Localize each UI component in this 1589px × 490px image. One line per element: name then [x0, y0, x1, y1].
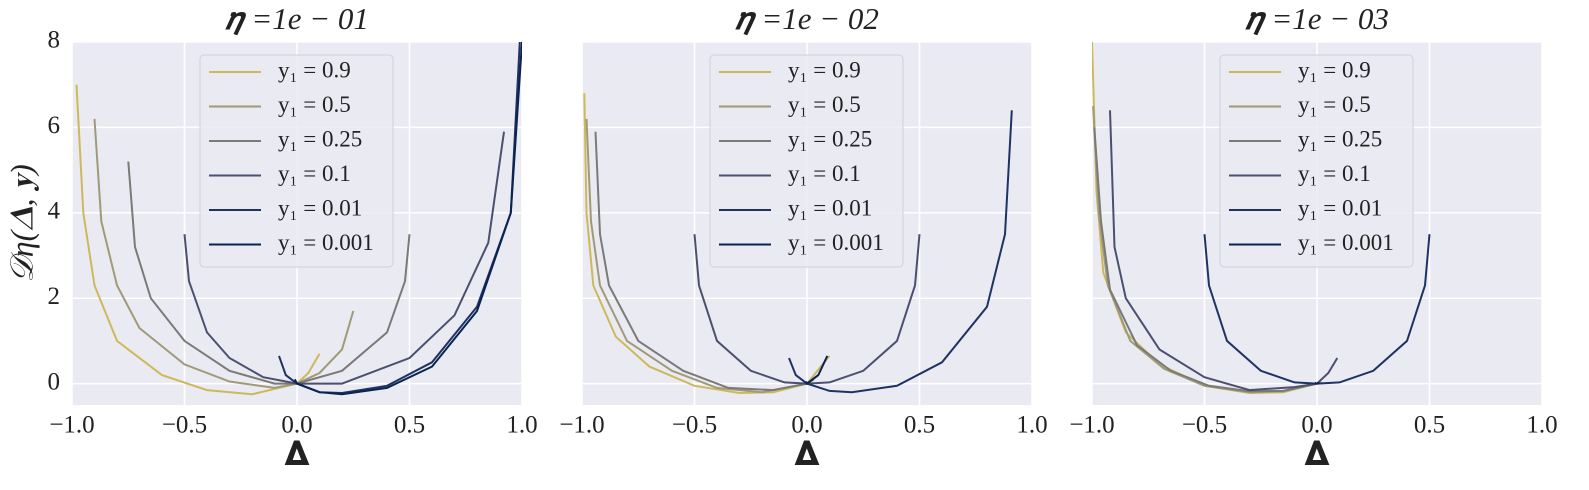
x-tick-label: 0.5	[394, 412, 425, 439]
legend-label: y₁ = 0.5	[278, 92, 351, 117]
x-tick-label: 1.0	[1526, 412, 1557, 439]
data-line	[805, 355, 829, 386]
legend-box	[709, 54, 904, 268]
x-tick-label: −0.5	[1182, 412, 1227, 439]
legend-label: y₁ = 0.001	[1298, 230, 1394, 255]
y-tick-label: 8	[48, 27, 61, 54]
data-line	[594, 131, 815, 392]
legend-label: y₁ = 0.25	[278, 126, 362, 151]
legend-label: y₁ = 0.25	[788, 126, 872, 151]
legend-label: y₁ = 0.01	[278, 195, 362, 220]
legend-label: y₁ = 0.25	[1298, 126, 1382, 151]
subplot: 0 2 4 6 8 −1.0 −0.5 0.0 0.5 1.0 𝜼 =1e − 01 𝚫 𝒟η(𝚫, 𝐲…	[3, 1, 537, 471]
legend-label: y₁ = 0.9	[1298, 57, 1371, 82]
legend-label: y₁ = 0.001	[278, 230, 374, 255]
x-tick-label: −1.0	[1069, 412, 1114, 439]
data-line	[75, 84, 321, 396]
x-axis-label: 𝚫	[284, 435, 310, 471]
lines	[75, 41, 522, 396]
legend: y₁ = 0.9 y₁ = 0.5 y₁ = 0.25 y₁ = 0.1 y₁ = 0.…	[709, 54, 904, 268]
lines	[583, 93, 1013, 395]
legend-label: y₁ = 0.01	[788, 195, 872, 220]
legend-label: y₁ = 0.9	[278, 57, 351, 82]
y-axis-label: 𝒟η(𝚫, 𝐲)	[3, 164, 39, 283]
chart-title: 𝜼 =1e − 02	[735, 1, 879, 36]
y-tick-label: 2	[48, 283, 61, 310]
y-tick-label: 4	[48, 198, 61, 225]
y-tick-label: 0	[48, 368, 61, 395]
x-tick-label: −0.5	[162, 412, 207, 439]
chart-title: 𝜼 =1e − 01	[225, 1, 369, 36]
x-tick-label: 1.0	[1016, 412, 1047, 439]
x-tick-label: −1.0	[559, 412, 604, 439]
legend-box	[1219, 54, 1414, 268]
x-tick-label: 0.0	[791, 412, 822, 439]
x-tick-label: 0.0	[281, 412, 312, 439]
legend-label: y₁ = 0.001	[788, 230, 884, 255]
data-line	[293, 41, 522, 396]
x-tick-label: 1.0	[506, 412, 537, 439]
x-tick-label: 0.0	[1301, 412, 1332, 439]
data-line	[1314, 381, 1320, 385]
x-axis-label: 𝚫	[1304, 435, 1330, 471]
data-line	[1093, 127, 1318, 393]
chart-title: 𝜼 =1e − 03	[1245, 1, 1389, 36]
data-line	[127, 161, 411, 385]
data-line	[93, 118, 355, 389]
lines	[1092, 41, 1431, 395]
legend-box	[199, 54, 394, 268]
legend-label: y₁ = 0.1	[788, 161, 861, 186]
legend: y₁ = 0.9 y₁ = 0.5 y₁ = 0.25 y₁ = 0.1 y₁ = 0.…	[1219, 54, 1414, 268]
y-tick-label: 6	[48, 112, 61, 139]
data-line	[583, 93, 831, 395]
legend-label: y₁ = 0.01	[1298, 195, 1382, 220]
x-tick-label: −0.5	[672, 412, 717, 439]
x-tick-label: 0.5	[904, 412, 935, 439]
legend-label: y₁ = 0.1	[278, 161, 351, 186]
x-tick-label: −1.0	[49, 412, 94, 439]
legend-label: y₁ = 0.1	[1298, 161, 1371, 186]
data-line	[788, 110, 1013, 394]
legend-label: y₁ = 0.9	[788, 57, 861, 82]
legend-label: y₁ = 0.5	[788, 92, 861, 117]
data-line	[1109, 110, 1339, 392]
x-axis-label: 𝚫	[794, 435, 820, 471]
legend-label: y₁ = 0.5	[1298, 92, 1371, 117]
legend: y₁ = 0.9 y₁ = 0.5 y₁ = 0.25 y₁ = 0.1 y₁ = 0.…	[199, 54, 394, 268]
x-tick-label: 0.5	[1414, 412, 1445, 439]
